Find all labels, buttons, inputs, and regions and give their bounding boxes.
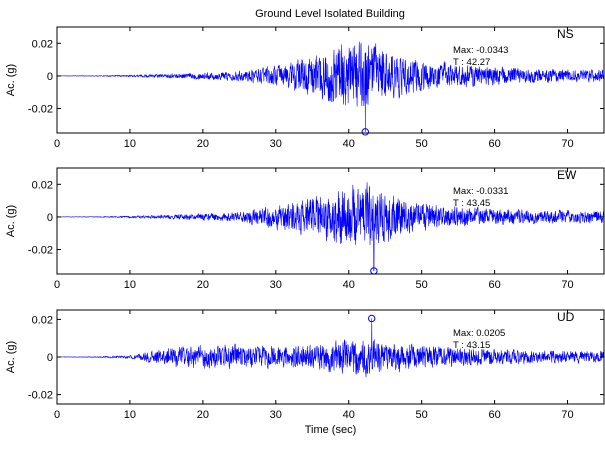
trace-ew <box>56 182 605 272</box>
x-tick-label: 10 <box>124 138 136 150</box>
x-tick-label: 20 <box>197 409 209 421</box>
component-label: NS <box>557 27 574 41</box>
x-tick-label: 70 <box>561 279 573 291</box>
y-axis-label: Ac. (g) <box>5 205 17 237</box>
x-tick-label: 20 <box>197 279 209 291</box>
x-tick-label: 70 <box>561 409 573 421</box>
peak-marker <box>361 128 369 136</box>
x-tick-label: 0 <box>54 279 60 291</box>
panel-ns: 0 10 20 30 40 50 60 70 0.02 0 -0.02 Ac. (g) NS Max: -… <box>5 26 605 150</box>
trace-ns <box>56 41 605 133</box>
x-tick-label: 50 <box>416 409 428 421</box>
x-tick-label: 60 <box>488 279 500 291</box>
x-tick-label: 0 <box>54 138 60 150</box>
y-tick-label: 0 <box>47 212 53 224</box>
trace-ud <box>56 318 605 378</box>
peak-max-annotation: Max: -0.0331 <box>453 186 508 197</box>
peak-max-annotation: Max: -0.0343 <box>453 45 508 56</box>
x-tick-label: 30 <box>270 138 282 150</box>
peak-time-annotation: T : 43.15 <box>453 340 490 351</box>
x-tick-label: 10 <box>124 409 136 421</box>
y-tick-label: 0.02 <box>32 179 53 191</box>
x-tick-label: 60 <box>488 409 500 421</box>
figure-title: Ground Level Isolated Building <box>255 8 405 20</box>
peak-max-annotation: Max: 0.0205 <box>453 328 505 339</box>
x-tick-label: 70 <box>561 138 573 150</box>
peak-marker <box>368 314 376 323</box>
x-tick-label: 10 <box>124 279 136 291</box>
x-axis-label: Time (sec) <box>305 424 357 436</box>
y-axis-label: Ac. (g) <box>5 64 17 96</box>
x-tick-label: 0 <box>54 409 60 421</box>
x-tick-label: 40 <box>343 279 355 291</box>
axes-box <box>56 26 605 134</box>
x-tick-label: 50 <box>416 138 428 150</box>
x-tick-label: 50 <box>416 279 428 291</box>
y-axis-label: Ac. (g) <box>5 341 17 373</box>
y-tick-label: -0.02 <box>28 104 53 116</box>
peak-time-annotation: T : 43.45 <box>453 198 490 209</box>
y-tick-label: 0 <box>47 352 53 364</box>
x-tick-label: 60 <box>488 138 500 150</box>
x-tick-label: 20 <box>197 138 209 150</box>
x-tick-label: 40 <box>343 409 355 421</box>
peak-time-annotation: T : 42.27 <box>453 57 490 68</box>
x-tick-label: 30 <box>270 279 282 291</box>
component-label: UD <box>557 310 575 324</box>
x-tick-label: 30 <box>270 409 282 421</box>
y-tick-label: 0.02 <box>32 314 53 326</box>
x-tick-label: 40 <box>343 138 355 150</box>
y-tick-label: -0.02 <box>28 390 53 402</box>
y-tick-label: 0 <box>47 71 53 83</box>
y-tick-label: -0.02 <box>28 245 53 257</box>
panel-ew: 0 10 20 30 40 50 60 70 0.02 0 -0.02 Ac. (g) EW Max: -… <box>5 167 605 291</box>
axes-box <box>56 167 605 275</box>
y-tick-label: 0.02 <box>32 38 53 50</box>
component-label: EW <box>557 168 577 182</box>
